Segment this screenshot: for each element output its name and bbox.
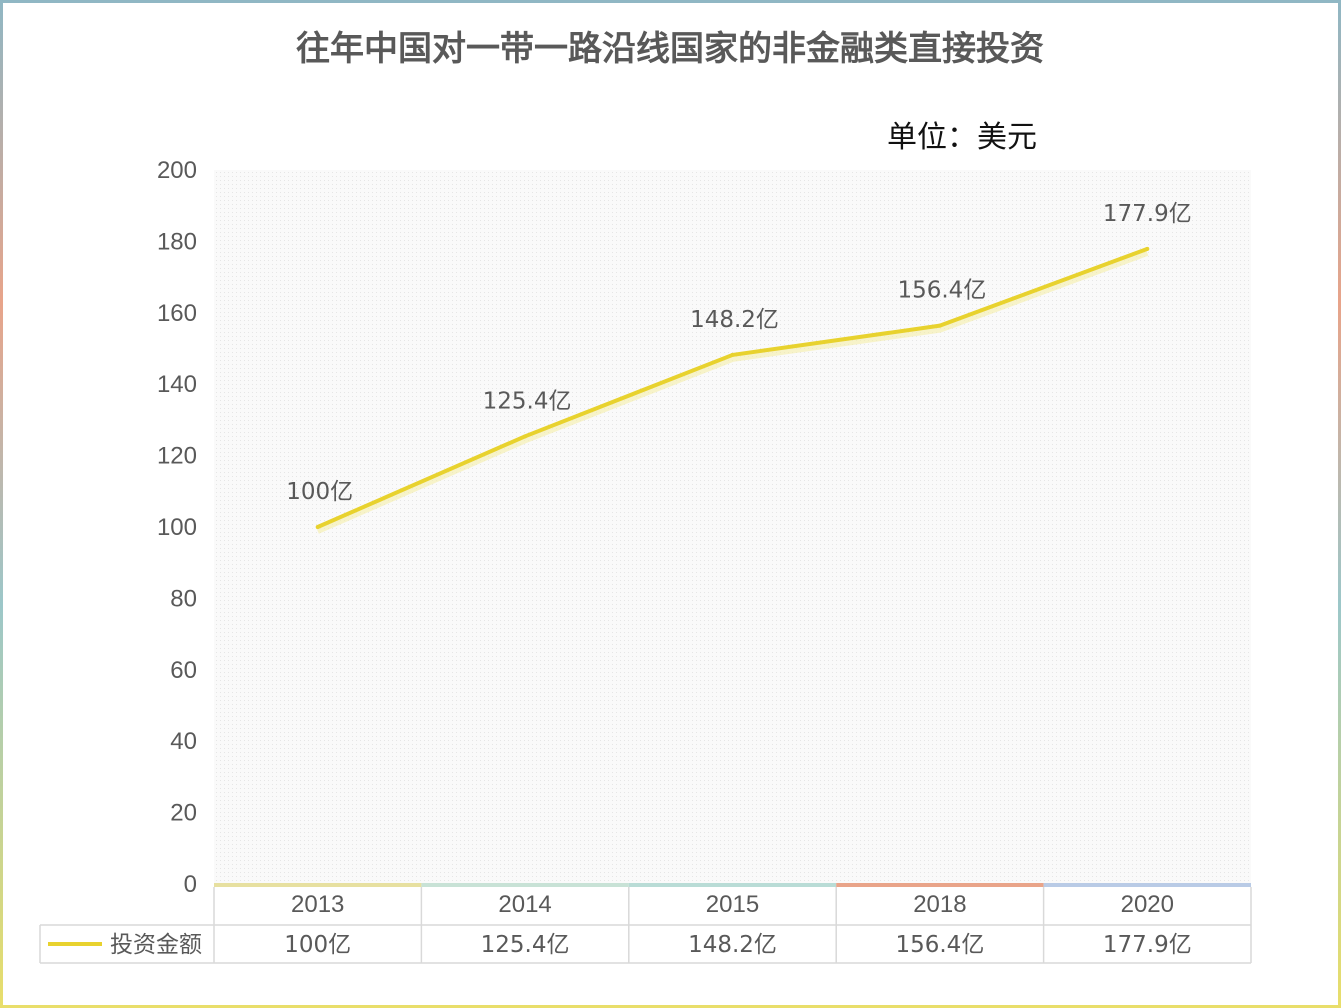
data-label: 177.9亿 [1103, 201, 1192, 227]
y-tick-label: 160 [157, 300, 197, 327]
y-axis: 0 20 40 60 80 100 120 140 160 180 200 [157, 157, 197, 898]
y-tick-label: 20 [170, 800, 197, 827]
data-label: 156.4亿 [897, 278, 986, 304]
data-point [315, 525, 320, 529]
x-tick-label: 2014 [498, 891, 551, 918]
table-row-header: 投资金额 [110, 932, 202, 958]
x-tick-label: 2020 [1121, 891, 1174, 918]
table-cell: 148.2亿 [688, 932, 777, 958]
data-table: 2013 2014 2015 2018 2020 投资金额 100亿 125.4亿 148.2亿… [39, 887, 1252, 964]
data-point [1145, 246, 1150, 251]
x-tick-label: 2013 [291, 891, 344, 918]
chart-title: 往年中国对一带一路沿线国家的非金融类直接投资 [296, 29, 1044, 69]
data-label: 100亿 [286, 479, 353, 505]
y-tick-label: 80 [170, 585, 197, 612]
unit-label: 单位：美元 [887, 120, 1037, 155]
series-line-shadow [316, 250, 1149, 534]
data-label: 148.2亿 [690, 307, 779, 333]
x-tick-label: 2015 [706, 891, 759, 918]
y-tick-label: 0 [184, 871, 197, 898]
table-cell: 100亿 [284, 932, 351, 958]
y-tick-label: 140 [157, 371, 197, 398]
y-tick-label: 40 [170, 728, 197, 755]
series-line-group [214, 246, 1251, 887]
table-cell: 177.9亿 [1103, 932, 1192, 958]
y-tick-label: 180 [157, 228, 197, 255]
y-tick-label: 120 [157, 443, 197, 470]
y-tick-label: 200 [157, 157, 197, 184]
y-tick-label: 100 [157, 514, 197, 541]
table-cell: 156.4亿 [895, 932, 984, 958]
data-label: 125.4亿 [483, 388, 572, 414]
x-tick-label: 2018 [913, 891, 966, 918]
plot-area [214, 170, 1251, 884]
data-labels: 100亿 125.4亿 148.2亿 156.4亿 177.9亿 [286, 201, 1191, 505]
data-point [523, 434, 528, 439]
y-tick-label: 60 [170, 657, 197, 684]
data-point [730, 352, 735, 357]
data-point [937, 323, 942, 328]
table-cell: 125.4亿 [481, 932, 570, 958]
